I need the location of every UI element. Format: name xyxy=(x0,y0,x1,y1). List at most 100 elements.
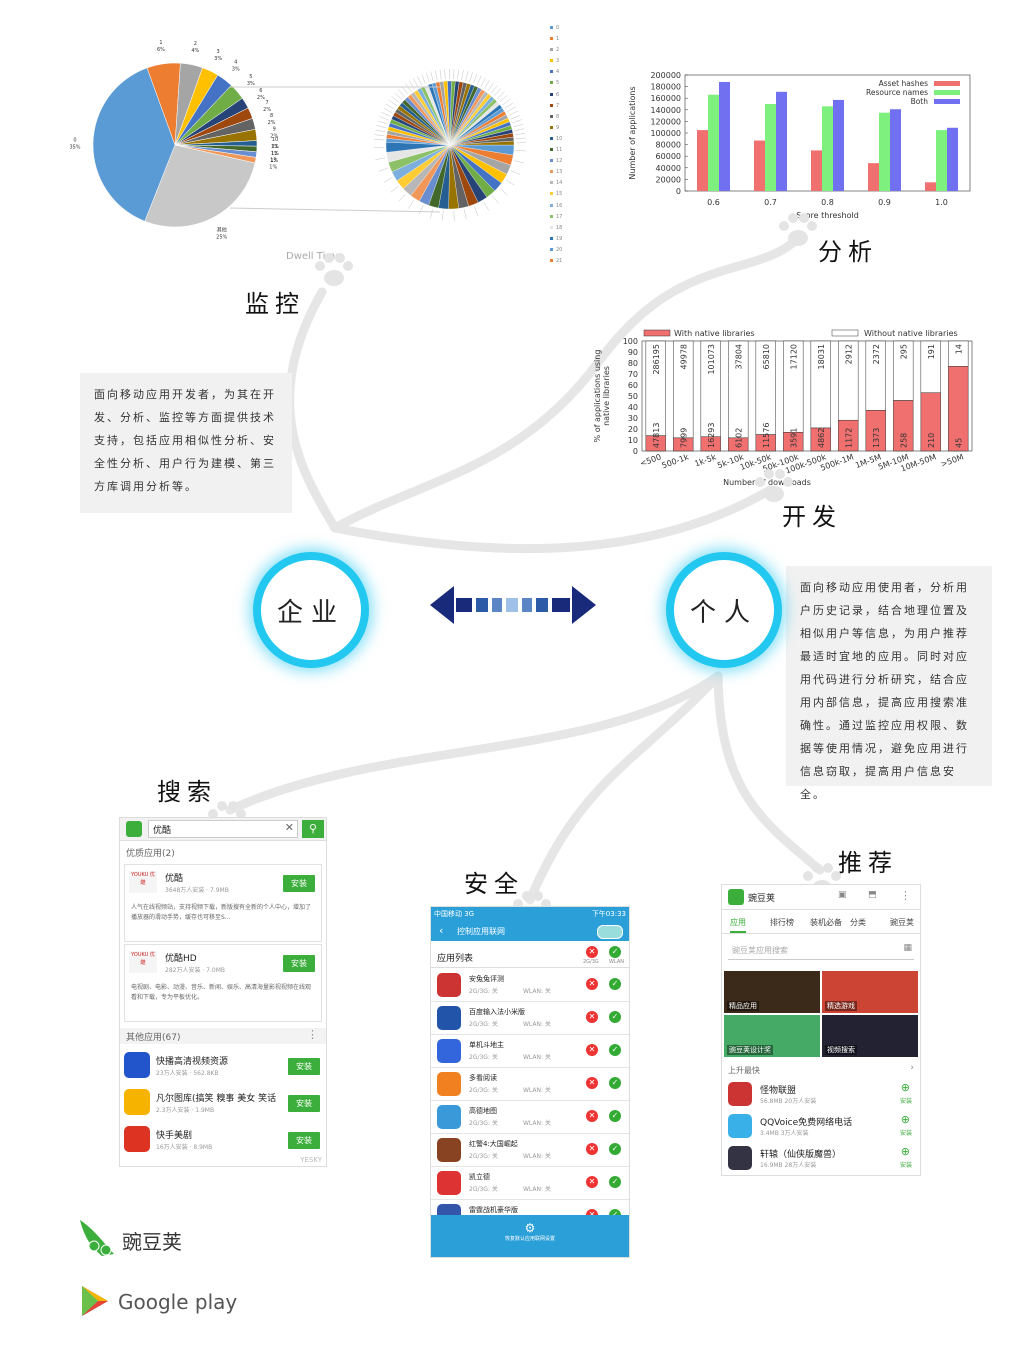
search-input[interactable]: 优酷 ✕ xyxy=(148,820,298,838)
slice-label: 12 xyxy=(271,151,277,157)
slice-label: 13 xyxy=(270,158,276,164)
legend-item: 18 xyxy=(550,225,570,236)
watermark: YESKY xyxy=(300,1156,322,1164)
count-label: 1373 xyxy=(872,428,881,448)
app-logo-icon xyxy=(728,889,744,905)
list-item[interactable]: YOUKU 优酷 优酷HD 282万人安装 · 7.0MB 安装 电视剧、电影、… xyxy=(124,944,322,1022)
app-row[interactable]: 百度输入法小米版 2G/3G: 关 WLAN: 关 ✕ ✓ xyxy=(431,1002,629,1035)
allow-icon[interactable]: ✓ xyxy=(609,1044,621,1056)
list-item[interactable]: 轩辕（仙侠版魔兽） 16.9MB 28万人安装 ⊕ 安装 xyxy=(722,1143,920,1173)
app-name: 雷霆战机豪华版 xyxy=(469,1206,518,1214)
list-item[interactable]: QQVoice免费网络电话 3.4MB 3万人安装 ⊕ 安装 xyxy=(722,1111,920,1141)
toggle-switch[interactable] xyxy=(597,925,623,939)
legend-item: 8 xyxy=(550,114,570,125)
feature-tile[interactable]: 豌豆荚设计奖 xyxy=(724,1015,820,1057)
download-icon[interactable]: ⊕ xyxy=(900,1081,910,1094)
app-row[interactable]: 多看阅读 2G/3G: 关 WLAN: 关 ✕ ✓ xyxy=(431,1068,629,1101)
allow-icon[interactable]: ✓ xyxy=(609,1077,621,1089)
node-enterprise: 企业 xyxy=(253,552,369,668)
legend-label: Both xyxy=(911,97,929,106)
deny-icon[interactable]: ✕ xyxy=(586,1077,598,1089)
deny-icon[interactable]: ✕ xyxy=(586,1176,598,1188)
qr-icon[interactable]: ▦ xyxy=(903,943,912,953)
tab[interactable]: 分类 xyxy=(850,918,866,927)
app-row[interactable]: 红警4:大国崛起 2G/3G: 关 WLAN: 关 ✕ ✓ xyxy=(431,1134,629,1167)
allow-icon[interactable]: ✓ xyxy=(609,978,621,990)
footer-bar[interactable]: ⚙ 恢复默认应用联网设置 xyxy=(431,1215,629,1257)
search-input[interactable]: 豌豆荚应用搜索 ▦ xyxy=(728,941,914,960)
leader-line xyxy=(465,71,469,81)
install-button[interactable]: 安装 xyxy=(283,875,315,892)
search-button[interactable]: ⚲ xyxy=(302,820,324,838)
deny-icon[interactable]: ✕ xyxy=(586,1044,598,1056)
app-desc: 电视剧、电影、动漫、音乐、新闻、娱乐、高清海量影视视频在线观看和下载，专为平板优… xyxy=(131,984,312,1001)
slice-label: 4 xyxy=(234,60,237,66)
count-label: 101073 xyxy=(707,344,716,375)
tab[interactable]: 应用 xyxy=(730,917,746,933)
deny-icon[interactable]: ✕ xyxy=(586,1110,598,1122)
deny-all-icon[interactable]: ✕ xyxy=(586,946,598,958)
leader-line xyxy=(390,186,399,193)
count-label: 258 xyxy=(899,433,908,448)
y-tick-label: 80000 xyxy=(656,141,681,150)
deny-icon[interactable]: ✕ xyxy=(586,1011,598,1023)
count-label: 11576 xyxy=(762,423,771,448)
download-icon[interactable]: ⊕ xyxy=(900,1145,910,1158)
deny-icon[interactable]: ✕ xyxy=(586,1143,598,1155)
legend-swatch xyxy=(934,99,960,104)
allow-icon[interactable]: ✓ xyxy=(609,1110,621,1122)
more-icon[interactable]: ⋮ xyxy=(900,889,911,902)
app-name: 百度输入法小米版 xyxy=(469,1008,525,1016)
x-tick-label: 0.9 xyxy=(878,198,891,207)
allow-icon[interactable]: ✓ xyxy=(609,1176,621,1188)
allow-icon[interactable]: ✓ xyxy=(609,1143,621,1155)
clear-icon[interactable]: ✕ xyxy=(284,821,294,834)
list-item[interactable]: 凡尔图库(搞笑 糗事 美女 笑话 2.3万人安装 · 1.9MB 安装 xyxy=(120,1087,326,1121)
tab[interactable]: 豌豆荚 xyxy=(890,918,914,927)
install-button[interactable]: 安装 xyxy=(288,1132,320,1149)
app-row[interactable]: 单机斗地主 2G/3G: 关 WLAN: 关 ✕ ✓ xyxy=(431,1035,629,1068)
slice-value: 3% xyxy=(247,81,255,87)
leader-line xyxy=(504,102,514,109)
tab[interactable]: 排行榜 xyxy=(770,918,794,927)
allow-icon[interactable]: ✓ xyxy=(609,1011,621,1023)
tab[interactable]: 装机必备 xyxy=(810,918,842,927)
settings-icon: ⚙ xyxy=(524,1221,536,1235)
list-item[interactable]: 怪物联盟 56.8MB 20万人安装 ⊕ 安装 xyxy=(722,1079,920,1109)
list-item[interactable]: 快手美剧 16万人安装 · 8.9MB 安装 xyxy=(120,1124,326,1158)
install-button[interactable]: 安装 xyxy=(288,1058,320,1075)
screenshot-recommend: 豌豆荚 ▣ ⬒ ⋮ 应用 排行榜 装机必备 分类 豌豆荚 豌豆荚应用搜索 ▦ 精品应用精… xyxy=(722,885,920,1175)
pie-slice xyxy=(144,144,256,228)
feature-tile[interactable]: 精选游戏 xyxy=(822,971,918,1013)
count-label: 7999 xyxy=(679,428,688,448)
feature-tile[interactable]: 视频搜索 xyxy=(822,1015,918,1057)
download-icon[interactable]: ⊕ xyxy=(900,1113,910,1126)
bar-without-native xyxy=(755,340,776,435)
install-label[interactable]: 安装 xyxy=(899,1130,912,1137)
leader-line xyxy=(374,134,385,137)
install-label[interactable]: 安装 xyxy=(899,1162,912,1169)
chevron-right-icon[interactable]: › xyxy=(910,1063,914,1073)
deny-icon[interactable]: ✕ xyxy=(586,978,598,990)
install-button[interactable]: 安装 xyxy=(283,955,315,972)
back-icon[interactable]: ‹ xyxy=(439,924,444,937)
install-label[interactable]: 安装 xyxy=(899,1098,912,1105)
allow-all-icon[interactable]: ✓ xyxy=(609,946,621,958)
app-row[interactable]: 高德地图 2G/3G: 关 WLAN: 关 ✕ ✓ xyxy=(431,1101,629,1134)
list-item[interactable]: YOUKU 优酷 优酷 3648万人安装 · 7.9MB 安装 人气在线视频站，… xyxy=(124,864,322,942)
feature-tile[interactable]: 精品应用 xyxy=(724,971,820,1013)
y-axis-label: native libraries xyxy=(602,366,611,426)
install-button[interactable]: 安装 xyxy=(288,1095,320,1112)
leader-line xyxy=(401,86,409,95)
app-row[interactable]: 安兔兔评测 2G/3G: 关 WLAN: 关 ✕ ✓ xyxy=(431,969,629,1002)
app-meta: 3648万人安装 · 7.9MB xyxy=(165,887,229,894)
more-icon[interactable]: ⋮ xyxy=(307,1028,318,1041)
x-axis-label: Number of downloads xyxy=(723,478,811,487)
list-item[interactable]: 快播高清视频资源 23万人安装 · 562.8KB 安装 xyxy=(120,1050,326,1084)
download-icon[interactable]: ⬒ xyxy=(868,890,877,900)
x-tick-label: <500 xyxy=(639,452,663,468)
app-name: 凯立德 xyxy=(469,1173,490,1181)
count-label: 16293 xyxy=(707,423,716,448)
app-row[interactable]: 凯立德 2G/3G: 关 WLAN: 关 ✕ ✓ xyxy=(431,1167,629,1200)
gift-icon[interactable]: ▣ xyxy=(838,890,847,900)
